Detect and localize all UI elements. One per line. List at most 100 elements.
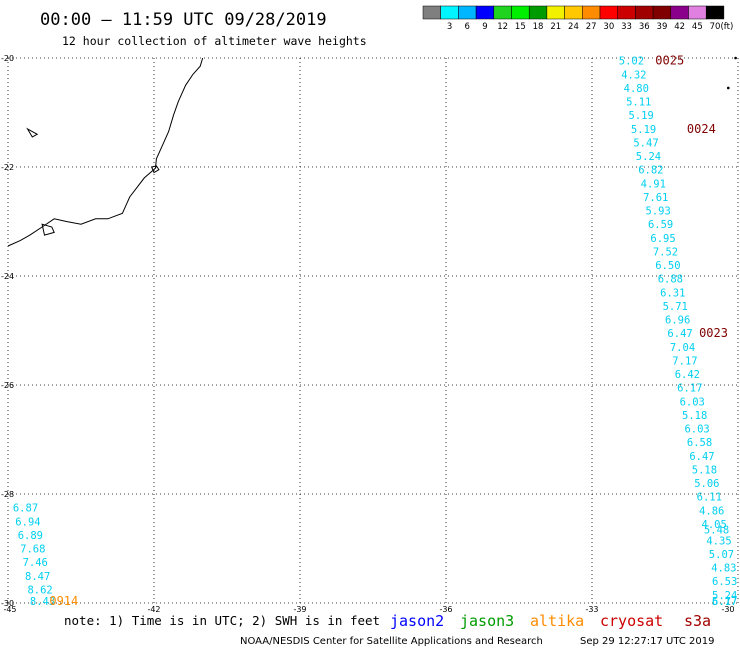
colorbar-tick-label: 15 xyxy=(515,22,526,32)
swh-value-label: 5.24 xyxy=(636,151,661,163)
swh-value-label: 4.91 xyxy=(641,178,666,190)
swh-value-label: 4.32 xyxy=(621,69,646,81)
swh-value-label: 7.17 xyxy=(672,355,697,367)
colorbar-swatch xyxy=(652,5,672,20)
colorbar-tick-label: 9 xyxy=(482,22,487,32)
swh-value-label: 7.52 xyxy=(653,246,678,258)
colorbar-swatch xyxy=(705,5,725,20)
satellite-altika-label: altika xyxy=(530,612,584,630)
swh-value-label: 6.31 xyxy=(660,287,685,299)
colorbar-swatch xyxy=(546,5,565,20)
colorbar-unit: (ft) xyxy=(720,22,733,32)
colorbar-tick-label: 36 xyxy=(639,22,650,32)
swh-value-label: 7.04 xyxy=(670,342,695,354)
page-title: 00:00 – 11:59 UTC 09/28/2019 xyxy=(40,10,327,30)
swh-value-label: 6.58 xyxy=(687,437,712,449)
longitude-tick-label: -36 xyxy=(439,605,452,614)
swh-value-label: 4.80 xyxy=(624,83,649,95)
swh-value-label: 6.03 xyxy=(684,424,709,436)
swh-value-label: 6.89 xyxy=(18,530,43,542)
swh-value-label: 6.94 xyxy=(15,516,40,528)
isolated-points xyxy=(726,56,737,90)
swh-value-label: 7.68 xyxy=(20,544,45,556)
pass-time-labels: 002500240023000914 xyxy=(49,54,728,608)
satellite-jason3-label: jason3 xyxy=(460,612,514,630)
longitude-tick-label: -42 xyxy=(147,605,160,614)
swh-value-label: 5.71 xyxy=(663,301,688,313)
pass-time-label: 0023 xyxy=(699,326,728,340)
swh-value-label: 4.86 xyxy=(699,505,724,517)
latitude-tick-label: -26 xyxy=(1,381,14,390)
swh-value-label: 5.18 xyxy=(682,410,707,422)
swh-value-label: 6.53 xyxy=(712,576,737,588)
latitude-tick-label: -30 xyxy=(1,599,14,608)
colorbar-tick-label: 21 xyxy=(550,22,561,32)
longitude-tick-label: -45 xyxy=(3,605,16,614)
swh-value-label: 7.61 xyxy=(643,192,668,204)
swh-value-label: 4.83 xyxy=(711,563,736,575)
swh-value-label: 6.03 xyxy=(680,396,705,408)
swh-value-label: 5.11 xyxy=(626,97,651,109)
map-panel: 5.024.324.805.115.195.195.475.246.824.91… xyxy=(1,54,739,614)
swh-value-label: 6.96 xyxy=(665,315,690,327)
swh-value-label: 4.05 xyxy=(702,519,727,531)
wave-height-colorbar: 3 6 9 12 15 18 21 24 27 30 33 36 39 42 45 70 (ft) xyxy=(422,5,733,32)
latitude-tick-label: -24 xyxy=(1,272,14,281)
colorbar-swatch xyxy=(440,5,459,20)
credit-text: NOAA/NESDIS Center for Satellite Applica… xyxy=(240,636,543,647)
colorbar-swatch xyxy=(528,5,548,20)
swh-value-label: 6.47 xyxy=(667,328,692,340)
colorbar-tick-label: 42 xyxy=(674,22,685,32)
swh-value-label: 5.93 xyxy=(646,206,671,218)
swh-value-label: 8.62 xyxy=(27,584,52,596)
swh-value-label: 8.43 xyxy=(30,596,55,608)
swh-value-label: 6.87 xyxy=(13,503,38,515)
colorbar-swatch xyxy=(688,5,707,20)
satellite-legend: jason2 jason3 altika cryosat s3a xyxy=(390,612,711,630)
swh-value-label: 6.17 xyxy=(677,383,702,395)
colorbar-tick-label: 70 xyxy=(710,22,721,32)
colorbar-tick-label: 30 xyxy=(603,22,614,32)
coastline-path xyxy=(7,57,204,247)
colorbar-swatch xyxy=(670,5,689,20)
colorbar-swatch xyxy=(458,5,477,20)
colorbar-swatch xyxy=(617,5,636,20)
swh-value-label: 5.24 xyxy=(712,590,737,602)
latitude-tick-label: -28 xyxy=(1,490,14,499)
colorbar-tick-label: 6 xyxy=(465,22,470,32)
swh-value-label: 6.42 xyxy=(675,369,700,381)
page-subtitle: 12 hour collection of altimeter wave hei… xyxy=(62,34,367,48)
map-point xyxy=(734,56,737,60)
footer-note: note: 1) Time is in UTC; 2) SWH is in fe… xyxy=(64,613,380,628)
swh-value-label: 5.07 xyxy=(709,549,734,561)
latitude-tick-label: -20 xyxy=(1,54,14,63)
satellite-jason2-label: jason2 xyxy=(390,612,444,630)
colorbar-tick-label: 24 xyxy=(568,22,579,32)
map-point xyxy=(726,86,730,90)
swh-value-label: 6.95 xyxy=(650,233,675,245)
colorbar-tick-label: 45 xyxy=(692,22,703,32)
island-outline xyxy=(150,165,160,174)
colorbar-tick-label: 12 xyxy=(497,22,508,32)
swh-value-label: 6.11 xyxy=(697,492,722,504)
colorbar-tick-label: 39 xyxy=(657,22,668,32)
longitude-tick-label: -30 xyxy=(721,605,734,614)
swh-value-label: 5.02 xyxy=(619,56,644,68)
swh-value-label: 5.06 xyxy=(694,478,719,490)
island-outline xyxy=(41,223,55,236)
colorbar-swatch xyxy=(422,5,441,20)
swh-value-label: 6.88 xyxy=(658,274,683,286)
satellite-s3a-label: s3a xyxy=(684,612,711,630)
swh-value-label: 6.17 xyxy=(712,596,737,608)
brazil-coastline xyxy=(7,57,204,247)
longitude-tick-label: -33 xyxy=(585,605,598,614)
swh-value-label: 5.77 xyxy=(712,596,737,608)
altimeter-passes: 5.024.324.805.115.195.195.475.246.824.91… xyxy=(13,56,737,608)
island-outline xyxy=(26,127,39,138)
colorbar-tick-label: 27 xyxy=(586,22,597,32)
longitude-tick-label: -39 xyxy=(293,605,306,614)
colorbar-swatch xyxy=(475,5,495,20)
swh-value-label: 5.19 xyxy=(631,124,656,136)
colorbar-tick-label: 18 xyxy=(533,22,544,32)
